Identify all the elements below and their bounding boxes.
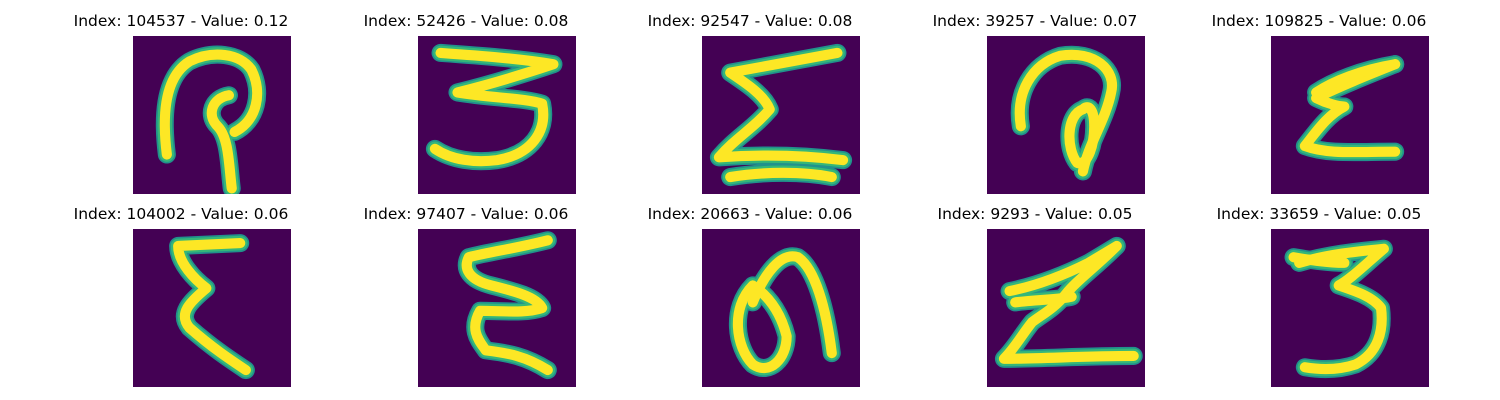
- stroke-core: [1288, 252, 1350, 268]
- handwritten-sigma-image: [702, 36, 860, 194]
- stroke-core: [461, 235, 553, 376]
- grid-panel: Index: 92547 - Value: 0.08: [600, 10, 900, 200]
- handwritten-hook-figure-image: [133, 36, 291, 194]
- stroke-core: [747, 251, 837, 359]
- handwritten-3-alt-image: [1271, 229, 1429, 387]
- panel-title: Index: 92547 - Value: 0.08: [647, 12, 853, 30]
- grid-panel: Index: 9293 - Value: 0.05: [885, 203, 1185, 393]
- grid-panel: Index: 104002 - Value: 0.06: [31, 203, 331, 393]
- panel-title: Index: 20663 - Value: 0.06: [647, 205, 853, 223]
- stroke-core: [1294, 243, 1389, 375]
- handwritten-epsilon-z-image: [1271, 36, 1429, 194]
- handwritten-z-image: [987, 229, 1145, 387]
- stroke-core: [998, 240, 1139, 364]
- panel-title: Index: 104002 - Value: 0.06: [73, 205, 289, 223]
- stroke-core: [173, 238, 251, 376]
- stroke-core: [713, 47, 849, 183]
- stroke-core: [1311, 59, 1401, 98]
- stroke-core: [1299, 59, 1401, 158]
- panel-title: Index: 104537 - Value: 0.12: [73, 12, 289, 30]
- grid-panel: Index: 97407 - Value: 0.06: [316, 203, 616, 393]
- grid-panel: Index: 104537 - Value: 0.12: [31, 10, 331, 200]
- panel-title: Index: 9293 - Value: 0.05: [937, 205, 1133, 223]
- handwritten-loop-figure-image: [987, 36, 1145, 194]
- panel-title: Index: 52426 - Value: 0.08: [363, 12, 569, 30]
- handwritten-3-image: [418, 36, 576, 194]
- grid-panel: Index: 33659 - Value: 0.05: [1169, 203, 1469, 393]
- panel-title: Index: 39257 - Value: 0.07: [932, 12, 1138, 30]
- panel-title: Index: 33659 - Value: 0.05: [1216, 205, 1422, 223]
- panel-title: Index: 109825 - Value: 0.06: [1211, 12, 1427, 30]
- grid-panel: Index: 39257 - Value: 0.07: [885, 10, 1185, 200]
- stroke-core: [1064, 102, 1100, 169]
- image-background: [1271, 36, 1429, 194]
- panel-title: Index: 97407 - Value: 0.06: [363, 205, 569, 223]
- stroke-core: [1010, 291, 1077, 308]
- stroke-core: [159, 49, 263, 160]
- handwritten-sigma-narrow-image: [133, 229, 291, 387]
- grid-panel: Index: 109825 - Value: 0.06: [1169, 10, 1469, 200]
- handwritten-arch-blob-image: [702, 229, 860, 387]
- stroke-core: [206, 90, 237, 194]
- image-background: [133, 229, 291, 387]
- stroke-core: [732, 280, 792, 374]
- grid-panel: Index: 20663 - Value: 0.06: [600, 203, 900, 393]
- stroke-core: [429, 47, 559, 167]
- handwritten-zigzag-image: [418, 229, 576, 387]
- grid-panel: Index: 52426 - Value: 0.08: [316, 10, 616, 200]
